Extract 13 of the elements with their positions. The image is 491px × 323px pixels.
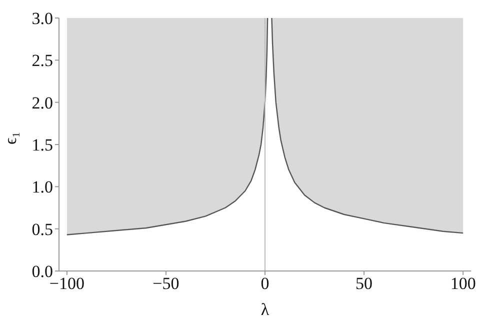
y-tick-label: 1.0 bbox=[32, 178, 53, 197]
x-axis-title: λ bbox=[260, 300, 270, 319]
y-tick-label: 1.5 bbox=[32, 136, 53, 155]
y-axis-title: ϵ₁ bbox=[1, 132, 20, 144]
x-tick-label: −50 bbox=[152, 274, 180, 294]
y-tick-label: 2.5 bbox=[32, 51, 53, 70]
x-tick-label: 100 bbox=[450, 274, 476, 294]
y-tick-label: 2.0 bbox=[32, 93, 53, 112]
y-tick-label: 0.5 bbox=[32, 220, 53, 239]
y-tick-label: 0.0 bbox=[32, 262, 53, 282]
x-tick-label: 50 bbox=[356, 274, 373, 294]
y-tick-label: 3.0 bbox=[32, 9, 53, 28]
x-tick-label: 0 bbox=[260, 274, 270, 294]
